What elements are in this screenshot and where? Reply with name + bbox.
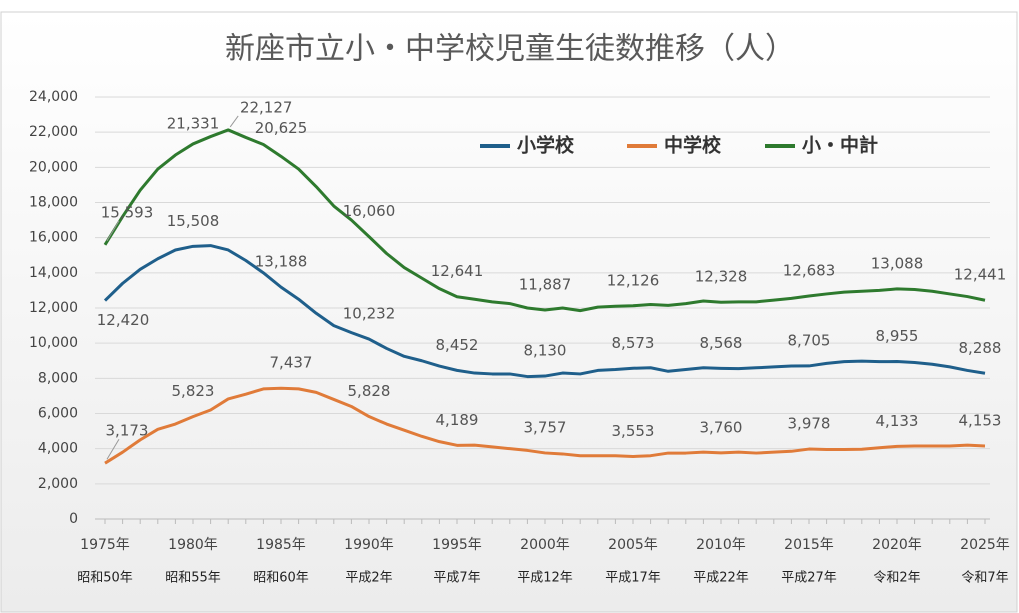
data-label: 3,173 xyxy=(106,422,149,440)
x-tick-sublabel: 平成27年 xyxy=(781,571,837,586)
x-tick-sublabel: 平成17年 xyxy=(605,571,661,586)
legend-label: 中学校 xyxy=(664,134,722,157)
y-tick-label: 18,000 xyxy=(29,195,78,211)
chart-frame xyxy=(0,11,1018,613)
x-tick-label: 1975年 xyxy=(80,537,130,553)
data-label: 8,130 xyxy=(524,342,567,360)
x-tick-sublabel: 令和2年 xyxy=(873,571,920,586)
y-tick-label: 22,000 xyxy=(29,124,78,140)
data-label: 8,568 xyxy=(700,334,743,352)
y-tick-label: 6,000 xyxy=(38,406,78,422)
y-tick-label: 14,000 xyxy=(29,265,78,281)
data-label: 8,955 xyxy=(876,327,919,345)
data-label: 12,328 xyxy=(695,268,748,286)
y-tick-label: 2,000 xyxy=(38,476,78,492)
x-tick-sublabel: 令和7年 xyxy=(961,571,1008,586)
data-label: 21,331 xyxy=(167,114,220,132)
y-tick-label: 24,000 xyxy=(29,89,78,105)
data-label: 5,823 xyxy=(172,382,215,400)
data-label: 11,887 xyxy=(519,275,572,293)
data-label: 15,593 xyxy=(101,203,154,221)
data-label: 12,683 xyxy=(783,261,836,279)
x-tick-label: 2020年 xyxy=(872,537,922,553)
x-tick-sublabel: 平成12年 xyxy=(517,571,573,586)
chart-title: 新座市立小・中学校児童生徒数推移（人） xyxy=(225,32,795,67)
data-label: 8,452 xyxy=(436,336,479,354)
x-tick-label: 1985年 xyxy=(256,537,306,553)
data-label: 5,828 xyxy=(348,382,391,400)
data-label: 3,978 xyxy=(788,415,831,433)
data-label: 15,508 xyxy=(167,212,220,230)
x-tick-sublabel: 昭和60年 xyxy=(253,571,309,586)
data-label: 4,153 xyxy=(959,411,1002,429)
x-tick-label: 2010年 xyxy=(696,537,746,553)
data-label: 7,437 xyxy=(270,354,313,372)
x-tick-sublabel: 平成22年 xyxy=(693,571,749,586)
y-tick-label: 10,000 xyxy=(29,335,78,351)
y-tick-label: 20,000 xyxy=(29,159,78,175)
y-tick-label: 4,000 xyxy=(38,441,78,457)
data-label: 12,641 xyxy=(431,262,484,280)
y-tick-label: 12,000 xyxy=(29,300,78,316)
legend-label: 小学校 xyxy=(517,134,575,157)
x-tick-label: 2000年 xyxy=(520,537,570,553)
series-line xyxy=(103,244,986,379)
data-label: 12,420 xyxy=(97,311,150,329)
series-line xyxy=(104,386,986,465)
x-tick-label: 1995年 xyxy=(432,537,482,553)
leader-line xyxy=(229,115,239,128)
x-tick-sublabel: 昭和55年 xyxy=(165,571,221,586)
legend-label: 小・中計 xyxy=(802,134,878,157)
data-label: 13,088 xyxy=(871,254,924,272)
data-label: 8,288 xyxy=(959,339,1002,357)
data-label: 22,127 xyxy=(240,98,293,116)
x-tick-label: 2005年 xyxy=(608,537,658,553)
x-tick-label: 2015年 xyxy=(784,537,834,553)
data-label: 12,126 xyxy=(607,271,660,289)
data-label: 8,705 xyxy=(788,331,831,349)
y-tick-label: 8,000 xyxy=(38,370,78,386)
y-tick-label: 0 xyxy=(69,511,78,527)
data-label: 20,625 xyxy=(255,119,308,137)
data-label: 8,573 xyxy=(612,334,655,352)
data-label: 13,188 xyxy=(255,253,308,271)
data-label: 16,060 xyxy=(343,202,396,220)
data-label: 3,760 xyxy=(700,418,743,436)
x-tick-label: 1980年 xyxy=(168,537,218,553)
data-label: 10,232 xyxy=(343,305,396,323)
data-label: 3,757 xyxy=(524,418,567,436)
data-label: 4,189 xyxy=(436,411,479,429)
y-tick-label: 16,000 xyxy=(29,230,78,246)
x-tick-label: 1990年 xyxy=(344,537,394,553)
x-tick-sublabel: 平成7年 xyxy=(433,571,480,586)
series-line xyxy=(103,128,986,313)
data-label: 12,441 xyxy=(954,266,1007,284)
data-label: 3,553 xyxy=(612,422,655,440)
x-tick-label: 2025年 xyxy=(960,537,1010,553)
leader-line xyxy=(106,220,120,242)
x-tick-sublabel: 平成2年 xyxy=(345,571,392,586)
data-label: 4,133 xyxy=(876,412,919,430)
leader-line xyxy=(106,438,120,460)
x-tick-sublabel: 昭和50年 xyxy=(77,571,133,586)
